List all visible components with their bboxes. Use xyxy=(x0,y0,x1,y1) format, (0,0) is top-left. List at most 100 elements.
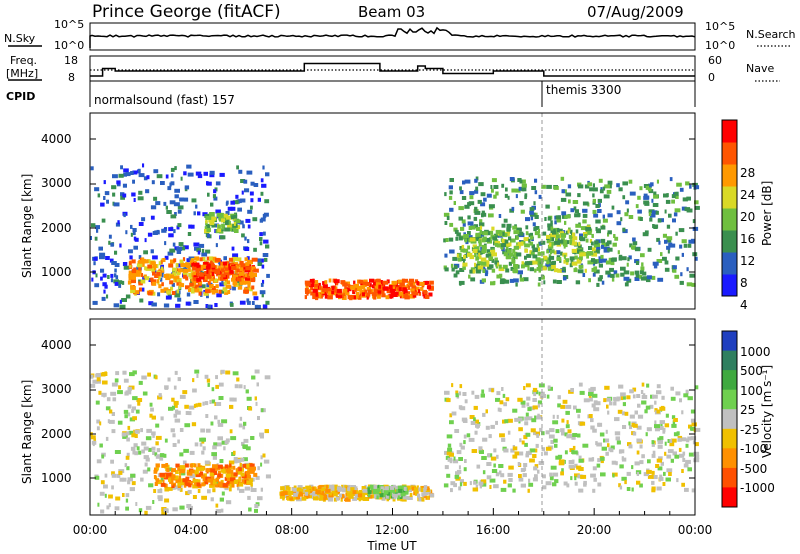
power-echo-cell xyxy=(174,188,180,193)
velocity-echo-cell xyxy=(574,476,577,481)
velocity-echo-cell xyxy=(229,397,234,402)
velocity-echo-cell xyxy=(529,448,536,453)
power-echo-cell xyxy=(547,223,553,228)
power-echo-cell xyxy=(165,174,169,179)
velocity-echo-cell xyxy=(649,404,654,409)
power-echo-cell xyxy=(693,185,700,190)
power-echo-cell xyxy=(150,277,154,282)
power-echo-cell xyxy=(233,214,238,219)
power-echo-cell xyxy=(352,290,356,294)
power-echo-cell xyxy=(524,243,530,248)
velocity-echo-cell xyxy=(636,438,642,443)
time-axis: 00:00 04:00 08:00 12:00 16:00 20:00 00:0… xyxy=(73,508,712,553)
power-echo-cell xyxy=(474,210,481,215)
power-echo-cell xyxy=(506,227,511,232)
velocity-echo-cell xyxy=(527,407,532,412)
velocity-echo-cell xyxy=(396,495,400,500)
power-echo-cell xyxy=(567,229,570,234)
power-echo-cell xyxy=(176,246,183,251)
power-echo-cell xyxy=(646,278,651,283)
velocity-echo-cell xyxy=(647,474,654,479)
velocity-echo-cell xyxy=(475,484,478,489)
velocity-echo-cell xyxy=(632,431,637,436)
velocity-echo-cell xyxy=(103,393,106,398)
power-echo-cell xyxy=(371,284,376,289)
power-echo-cell xyxy=(153,266,157,271)
power-echo-cell xyxy=(444,267,449,272)
power-echo-cell xyxy=(525,225,529,230)
velocity-echo-cell xyxy=(99,491,105,496)
power-echo-cell xyxy=(226,266,232,271)
velocity-echo-cell xyxy=(136,446,140,451)
velocity-echo-cell xyxy=(629,414,635,419)
velocity-echo-cell xyxy=(367,490,372,494)
power-echo-cell xyxy=(576,259,582,264)
velocity-echo-cell xyxy=(527,488,530,493)
power-echo-cell xyxy=(199,269,203,273)
power-echo-cell xyxy=(566,240,569,245)
power-echo-cell xyxy=(350,285,354,290)
power-echo-cell xyxy=(260,217,266,222)
velocity-echo-cell xyxy=(651,480,655,485)
power-echo-cell xyxy=(138,255,142,260)
power-echo-cell xyxy=(595,242,601,247)
power-echo-cell xyxy=(223,213,228,218)
velocity-echo-cell xyxy=(254,504,259,508)
velocity-echo-cell xyxy=(229,479,236,484)
power-echo-cell xyxy=(487,265,492,270)
velocity-echo-cell xyxy=(578,382,583,387)
power-echo-cell xyxy=(118,283,122,288)
power-echo-cell xyxy=(506,249,510,254)
power-echo-cell xyxy=(464,253,468,258)
power-echo-cell xyxy=(666,224,671,229)
velocity-echo-cell xyxy=(293,487,297,492)
velocity-echo-cell xyxy=(263,459,270,464)
velocity-echo-cell xyxy=(690,409,695,414)
velocity-echo-cell xyxy=(658,476,664,481)
velocity-echo-cell xyxy=(397,493,402,498)
velocity-echo-cell xyxy=(172,433,176,438)
velocity-echo-cell xyxy=(194,369,200,374)
velocity-echo-cell xyxy=(532,454,537,458)
power-echo-cell xyxy=(416,281,420,286)
velocity-echo-cell xyxy=(204,480,209,485)
velocity-echo-cell xyxy=(245,389,249,394)
power-echo-cell xyxy=(176,250,182,254)
velocity-tick: -500 xyxy=(740,462,767,476)
power-echo-cell xyxy=(648,212,652,217)
power-echo-cell xyxy=(530,235,534,240)
power-echo-cell xyxy=(473,224,479,229)
velocity-echo-cell xyxy=(138,380,143,385)
velocity-echo-cell xyxy=(673,418,678,422)
power-echo-cell xyxy=(245,280,248,285)
power-echo-cell xyxy=(156,279,160,284)
velocity-echo-cell xyxy=(453,483,457,488)
power-echo-cell xyxy=(501,233,508,238)
velocity-echo-cell xyxy=(612,473,615,478)
power-echo-cell xyxy=(505,249,508,254)
power-echo-cell xyxy=(499,273,503,278)
velocity-panel: 1000 2000 3000 4000 Slant Range [km] xyxy=(20,318,701,516)
power-echo-cell xyxy=(561,189,565,194)
velocity-echo-cell xyxy=(693,458,700,463)
power-echo-cell xyxy=(401,278,405,283)
velocity-echo-cell xyxy=(254,396,257,401)
power-echo-cell xyxy=(250,181,255,186)
power-echo-cell xyxy=(478,252,481,257)
power-echo-cell xyxy=(478,239,482,244)
power-echo-cell xyxy=(479,225,483,230)
velocity-echo-cell xyxy=(285,485,290,490)
velocity-echo-cell xyxy=(122,434,128,439)
power-echo-cell xyxy=(555,215,561,220)
velocity-echo-cell xyxy=(499,408,502,413)
velocity-echo-cell xyxy=(147,372,151,377)
power-echo-cell xyxy=(652,210,658,215)
power-echo-cell xyxy=(452,256,458,261)
velocity-echo-cell xyxy=(289,493,292,498)
velocity-echo-cell xyxy=(212,455,217,460)
velocity-echo-cell xyxy=(495,420,498,425)
velocity-echo-cell xyxy=(94,475,100,480)
power-echo-cell xyxy=(244,273,248,278)
power-echo-cell xyxy=(511,188,517,193)
power-echo-cell xyxy=(503,252,508,257)
